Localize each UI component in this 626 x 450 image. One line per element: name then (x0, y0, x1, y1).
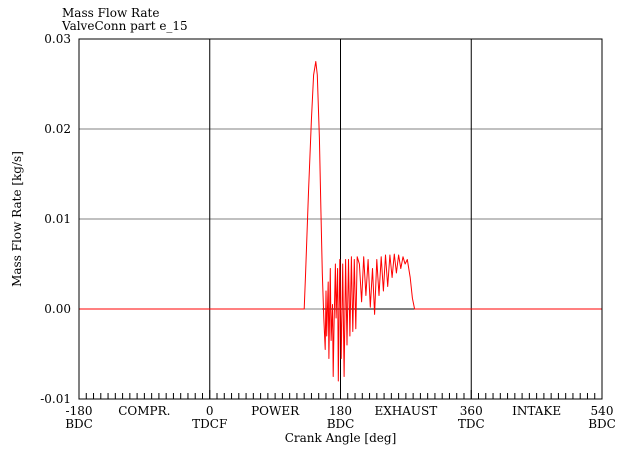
x-tick-label: 180 (329, 404, 352, 418)
y-tick-label: 0.02 (44, 122, 71, 136)
x-tick-label: 0 (206, 404, 214, 418)
x-sublabel: TDCF (192, 417, 227, 431)
x-sublabel: BDC (588, 417, 616, 431)
series-line (79, 61, 602, 382)
x-sublabel: TDC (458, 417, 485, 431)
phase-label: POWER (251, 404, 300, 418)
phase-label: INTAKE (512, 404, 561, 418)
x-tick-label: -180 (66, 404, 93, 418)
x-tick-label: 360 (460, 404, 483, 418)
x-axis-title: Crank Angle [deg] (285, 431, 397, 445)
y-tick-label: -0.01 (40, 392, 71, 406)
phase-label: EXHAUST (374, 404, 437, 418)
y-axis-title: Mass Flow Rate [kg/s] (10, 151, 24, 287)
y-tick-label: 0.03 (44, 32, 71, 46)
y-tick-label: 0.00 (44, 302, 71, 316)
phase-label: COMPR. (118, 404, 170, 418)
x-sublabel: BDC (65, 417, 93, 431)
chart-title: Mass Flow Rate (62, 6, 160, 20)
chart-subtitle: ValveConn part e_15 (62, 19, 188, 33)
y-tick-label: 0.01 (44, 212, 71, 226)
x-tick-label: 540 (591, 404, 614, 418)
x-sublabel: BDC (327, 417, 355, 431)
